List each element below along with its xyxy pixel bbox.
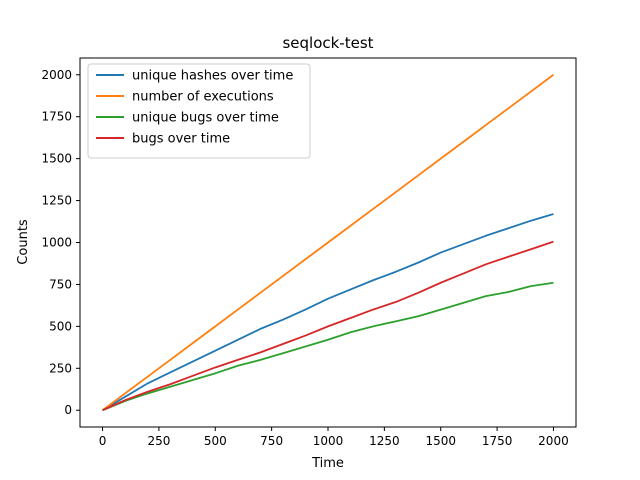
x-tick-label: 500 [204, 434, 227, 448]
chart-title: seqlock-test [282, 34, 373, 52]
legend-label-3: bugs over time [132, 132, 230, 147]
x-tick-label: 1250 [369, 434, 400, 448]
x-tick-label: 1500 [425, 434, 456, 448]
y-tick-label: 1500 [41, 152, 72, 166]
x-tick-label: 2000 [538, 434, 569, 448]
series-line-0 [102, 213, 554, 412]
series-line-3 [102, 240, 554, 412]
series-line-1 [102, 74, 554, 411]
legend-label-2: unique bugs over time [132, 111, 279, 126]
x-tick-label: 750 [260, 434, 283, 448]
x-tick-label: 1000 [313, 434, 344, 448]
legend-frame [87, 63, 311, 159]
x-tick-label: 1750 [482, 434, 513, 448]
series-line-2 [102, 281, 554, 412]
legend-label-0: unique hashes over time [132, 69, 293, 84]
y-tick-label: 1000 [41, 236, 72, 250]
x-tick-label: 0 [99, 434, 107, 448]
x-tick-label: 250 [147, 434, 170, 448]
y-tick-label: 500 [49, 319, 72, 333]
y-tick-label: 2000 [41, 68, 72, 82]
y-axis-label: Counts [16, 219, 31, 265]
x-axis-label: Time [311, 456, 344, 471]
legend: unique hashes over time number of executi… [87, 63, 311, 159]
y-tick-label: 1250 [41, 194, 72, 208]
y-tick-label: 1750 [41, 110, 72, 124]
y-axis-ticks: 0 250 500 750 1000 1250 1500 1750 2000 [41, 68, 80, 417]
y-tick-label: 250 [49, 361, 72, 375]
x-axis-ticks: 0 250 500 750 1000 1250 1500 1750 2000 [99, 427, 569, 448]
y-tick-label: 0 [64, 403, 72, 417]
legend-label-1: number of executions [132, 90, 274, 105]
y-tick-label: 750 [49, 277, 72, 291]
series-layer [102, 74, 554, 412]
